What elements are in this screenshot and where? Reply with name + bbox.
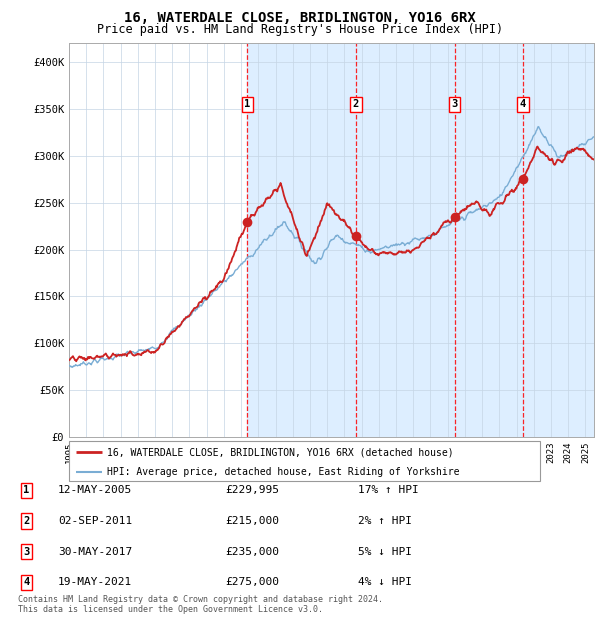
Text: 16, WATERDALE CLOSE, BRIDLINGTON, YO16 6RX (detached house): 16, WATERDALE CLOSE, BRIDLINGTON, YO16 6… <box>107 448 454 458</box>
Text: 1: 1 <box>244 99 250 109</box>
Text: Price paid vs. HM Land Registry's House Price Index (HPI): Price paid vs. HM Land Registry's House … <box>97 23 503 36</box>
Text: £215,000: £215,000 <box>225 516 279 526</box>
Text: 19-MAY-2021: 19-MAY-2021 <box>58 577 133 587</box>
Text: 12-MAY-2005: 12-MAY-2005 <box>58 485 133 495</box>
Text: 3: 3 <box>23 547 29 557</box>
Text: 4% ↓ HPI: 4% ↓ HPI <box>358 577 412 587</box>
Text: 4: 4 <box>520 99 526 109</box>
Text: £229,995: £229,995 <box>225 485 279 495</box>
Text: 02-SEP-2011: 02-SEP-2011 <box>58 516 133 526</box>
Text: 2: 2 <box>353 99 359 109</box>
Text: 17% ↑ HPI: 17% ↑ HPI <box>358 485 418 495</box>
Text: 5% ↓ HPI: 5% ↓ HPI <box>358 547 412 557</box>
Text: 4: 4 <box>23 577 29 587</box>
Text: 16, WATERDALE CLOSE, BRIDLINGTON, YO16 6RX: 16, WATERDALE CLOSE, BRIDLINGTON, YO16 6… <box>124 11 476 25</box>
Text: HPI: Average price, detached house, East Riding of Yorkshire: HPI: Average price, detached house, East… <box>107 467 459 477</box>
Text: Contains HM Land Registry data © Crown copyright and database right 2024.
This d: Contains HM Land Registry data © Crown c… <box>18 595 383 614</box>
Text: 3: 3 <box>452 99 458 109</box>
FancyBboxPatch shape <box>69 441 540 481</box>
Text: 2: 2 <box>23 516 29 526</box>
Text: 30-MAY-2017: 30-MAY-2017 <box>58 547 133 557</box>
Text: 2% ↑ HPI: 2% ↑ HPI <box>358 516 412 526</box>
Text: £235,000: £235,000 <box>225 547 279 557</box>
Text: £275,000: £275,000 <box>225 577 279 587</box>
Text: 1: 1 <box>23 485 29 495</box>
